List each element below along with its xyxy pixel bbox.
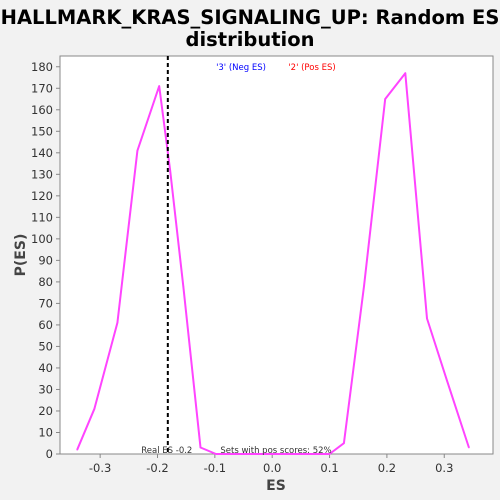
real-es-group: Real ES -0.2 Sets with pos scores: 52% xyxy=(141,56,332,456)
y-tick-label: 150 xyxy=(31,124,53,138)
y-tick-label: 30 xyxy=(38,382,53,396)
y-tick-label: 100 xyxy=(31,232,53,246)
x-axis: -0.3 -0.2 -0.1 0.0 0.1 0.2 0.3 xyxy=(89,454,453,475)
y-tick-label: 50 xyxy=(38,339,53,353)
data-point xyxy=(384,98,386,100)
data-point xyxy=(343,442,345,445)
data-point xyxy=(215,453,217,455)
x-tick-label: 0.2 xyxy=(378,461,396,475)
data-point xyxy=(199,446,202,449)
y-tick-label: 170 xyxy=(31,81,53,95)
data-point xyxy=(116,321,119,324)
x-tick-label: -0.2 xyxy=(146,461,168,475)
data-point xyxy=(76,448,79,451)
x-tick-label: 0.1 xyxy=(320,461,338,475)
data-point xyxy=(182,285,185,287)
chart-title-line: HALLMARK_KRAS_SIGNALING_UP: Random ES xyxy=(1,6,500,29)
x-tick-label: 0.3 xyxy=(435,461,453,475)
es-distribution-line xyxy=(76,72,470,455)
data-point xyxy=(136,149,139,152)
y-tick-label: 0 xyxy=(46,447,53,461)
y-axis: 0 10 20 30 40 50 60 70 80 90 100 110 120 130 140 150 160… xyxy=(31,60,60,461)
data-point xyxy=(446,380,448,382)
y-tick-label: 130 xyxy=(31,167,53,181)
y-tick-label: 10 xyxy=(38,425,53,439)
y-tick-label: 120 xyxy=(31,189,53,203)
y-tick-label: 70 xyxy=(38,296,53,310)
x-tick-label: -0.3 xyxy=(89,461,111,475)
real-es-label: Real ES -0.2 xyxy=(141,446,192,456)
data-point xyxy=(328,453,331,455)
chart-title-line: distribution xyxy=(186,28,315,51)
data-point xyxy=(426,317,428,320)
data-point xyxy=(271,453,273,455)
data-point xyxy=(404,72,407,75)
pos-scores-annotation: Sets with pos scores: 52% xyxy=(220,446,331,456)
legend-item: '3' (Neg ES) xyxy=(216,63,266,73)
x-tick-label: -0.1 xyxy=(204,461,226,475)
y-tick-label: 40 xyxy=(38,361,53,375)
data-point xyxy=(363,285,365,287)
data-point xyxy=(93,408,96,410)
chart-title: HALLMARK_KRAS_SIGNALING_UP: Random ESdis… xyxy=(1,6,500,51)
y-tick-label: 80 xyxy=(38,275,53,289)
y-tick-label: 20 xyxy=(38,404,53,418)
series-group xyxy=(76,72,470,455)
legend: '3' (Neg ES) '2' (Pos ES) xyxy=(216,63,336,73)
y-tick-label: 110 xyxy=(31,210,53,224)
y-tick-label: 160 xyxy=(31,103,53,117)
y-tick-label: 140 xyxy=(31,146,53,160)
legend-item: '2' (Pos ES) xyxy=(288,63,335,73)
y-axis-label: P(ES) xyxy=(13,234,29,277)
data-point xyxy=(169,169,171,171)
data-point xyxy=(158,85,161,87)
x-axis-label: ES xyxy=(266,478,286,494)
data-point xyxy=(468,446,470,449)
y-tick-label: 60 xyxy=(38,318,53,332)
x-tick-label: 0.0 xyxy=(263,461,281,475)
y-tick-label: 180 xyxy=(31,60,53,74)
y-tick-label: 90 xyxy=(38,253,53,267)
